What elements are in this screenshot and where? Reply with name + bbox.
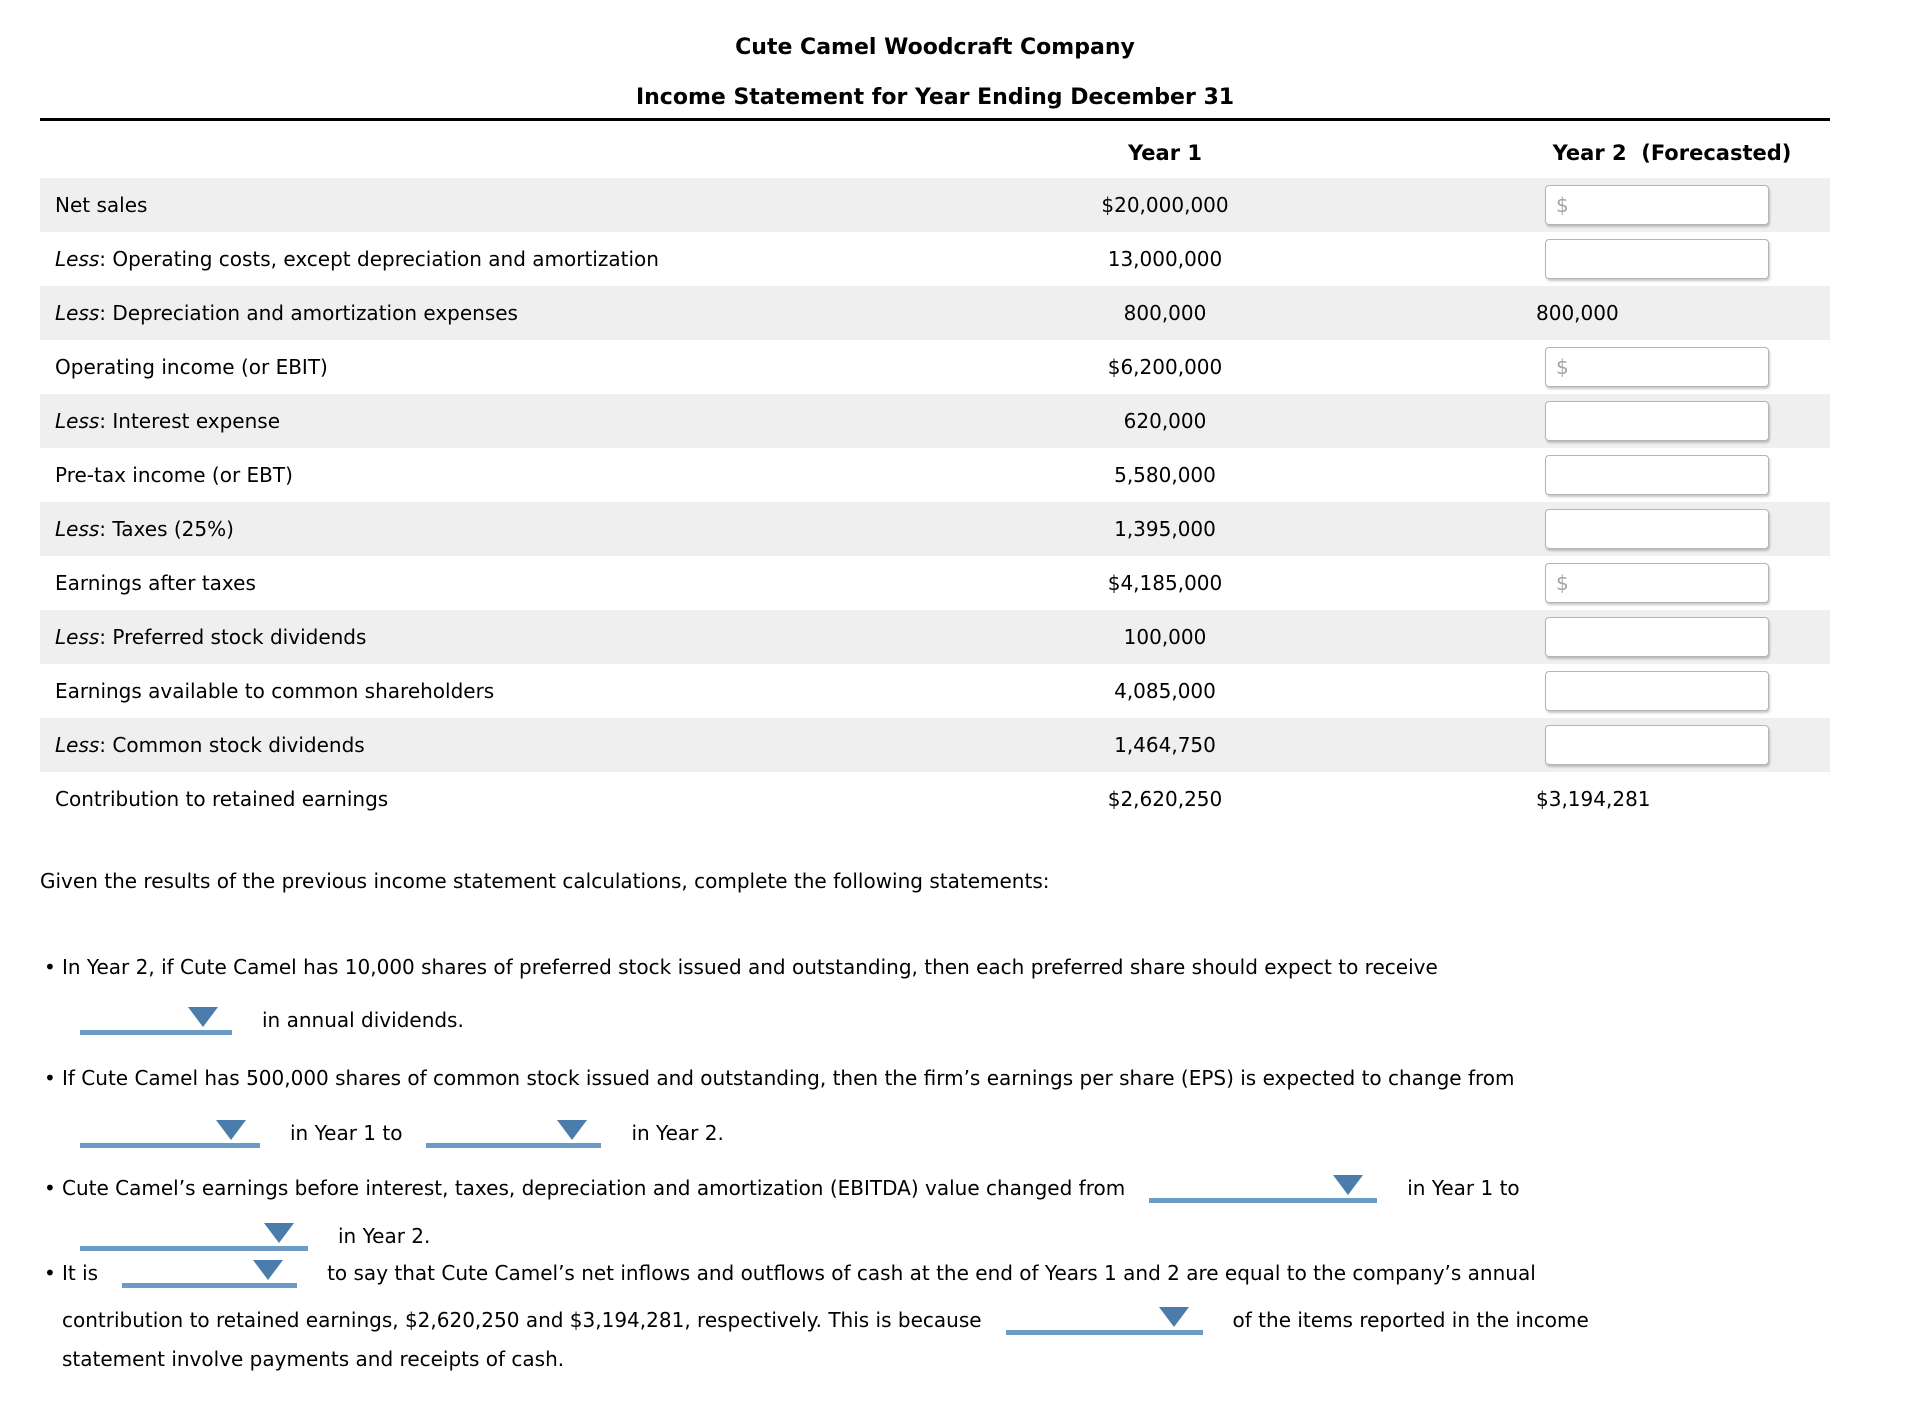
row-label: Pre-tax income (or EBT)	[55, 463, 293, 487]
row-label: Net sales	[55, 193, 148, 217]
instructions-text: Given the results of the previous income…	[40, 869, 1050, 893]
bullet1-line2: in annual dividends.	[80, 1000, 464, 1035]
row-label: Earnings available to common shareholder…	[55, 679, 495, 703]
row-label: Less: Common stock dividends	[55, 733, 365, 757]
table-row-taxes: Less: Taxes (25%) 1,395,000	[40, 502, 1830, 556]
dropdown-cash-correctness[interactable]	[122, 1253, 298, 1288]
row-label: Contribution to retained earnings	[55, 787, 389, 811]
year2-column-header: Year 2 (Forecasted)	[1552, 141, 1792, 165]
year2-value: 800,000	[1536, 301, 1619, 325]
bullet4-line3: statement involve payments and receipts …	[62, 1347, 565, 1371]
dropdown-preferred-dividends[interactable]	[80, 1000, 232, 1035]
table-row-pretax-income: Pre-tax income (or EBT) 5,580,000	[40, 448, 1830, 502]
table-row-depreciation: Less: Depreciation and amortization expe…	[40, 286, 1830, 340]
year1-column-header: Year 1	[1128, 141, 1202, 165]
year2-input-interest-expense[interactable]	[1545, 401, 1769, 441]
chevron-down-icon	[216, 1120, 246, 1140]
year2-input-preferred-dividends[interactable]	[1545, 617, 1769, 657]
dropdown-ebitda-year1[interactable]	[1149, 1168, 1378, 1203]
header-rule	[40, 118, 1830, 121]
table-row-earnings-after-taxes: Earnings after taxes $4,185,000	[40, 556, 1830, 610]
year2-input-taxes[interactable]	[1545, 509, 1769, 549]
table-row-preferred-dividends: Less: Preferred stock dividends 100,000	[40, 610, 1830, 664]
year1-value: $6,200,000	[1107, 355, 1223, 379]
year1-value: 5,580,000	[1114, 463, 1216, 487]
year1-value: 800,000	[1123, 301, 1207, 325]
year1-value: $2,620,250	[1107, 787, 1223, 811]
bullet3-line2: in Year 2.	[80, 1216, 430, 1251]
bullet1-line1: • In Year 2, if Cute Camel has 10,000 sha…	[44, 952, 1438, 982]
chevron-down-icon	[557, 1120, 588, 1140]
dropdown-cash-reason[interactable]	[1005, 1300, 1203, 1335]
year2-input-net-sales[interactable]	[1545, 185, 1769, 225]
year2-value: $3,194,281	[1536, 787, 1651, 811]
row-label: Less: Preferred stock dividends	[55, 625, 367, 649]
table-row-ebit: Operating income (or EBIT) $6,200,000	[40, 340, 1830, 394]
year2-input-pretax-income[interactable]	[1545, 455, 1769, 495]
year1-value: $4,185,000	[1107, 571, 1223, 595]
bullet2-line1: • If Cute Camel has 500,000 shares of com…	[44, 1063, 1515, 1093]
bullet-marker: •	[44, 955, 56, 979]
chevron-down-icon	[1333, 1175, 1364, 1195]
year2-input-earnings-after-taxes[interactable]	[1545, 563, 1769, 603]
year2-input-operating-costs[interactable]	[1545, 239, 1769, 279]
year1-value: 4,085,000	[1114, 679, 1216, 703]
table-row-retained-earnings: Contribution to retained earnings $2,620…	[40, 772, 1830, 826]
chevron-down-icon	[188, 1007, 218, 1027]
dropdown-ebitda-year2[interactable]	[80, 1216, 308, 1251]
year2-input-ebit[interactable]	[1545, 347, 1769, 387]
year1-value: 1,395,000	[1114, 517, 1216, 541]
year1-value: 100,000	[1123, 625, 1207, 649]
bullet-marker: •	[44, 1261, 56, 1285]
year1-value: 620,000	[1123, 409, 1207, 433]
table-row-interest-expense: Less: Interest expense 620,000	[40, 394, 1830, 448]
bullet-marker: •	[44, 1176, 56, 1200]
year2-input-common-dividends[interactable]	[1545, 725, 1769, 765]
table-row-operating-costs: Less: Operating costs, except depreciati…	[40, 232, 1830, 286]
bullet-marker: •	[44, 1066, 56, 1090]
year1-value: 1,464,750	[1114, 733, 1216, 757]
chevron-down-icon	[264, 1223, 294, 1243]
year2-input-earnings-common[interactable]	[1545, 671, 1769, 711]
row-label: Less: Depreciation and amortization expe…	[55, 301, 518, 325]
row-label: Less: Taxes (25%)	[55, 517, 234, 541]
bullet4-line1: • It is to say that Cute Camel’s net inflo…	[44, 1253, 1536, 1288]
bullet4-line2: contribution to retained earnings, $2,62…	[62, 1300, 1589, 1335]
dropdown-eps-year2[interactable]	[426, 1113, 602, 1148]
statement-title: Income Statement for Year Ending Decembe…	[635, 85, 1235, 110]
year1-value: 13,000,000	[1107, 247, 1223, 271]
table-row-net-sales: Net sales $20,000,000	[40, 178, 1830, 232]
row-label: Less: Operating costs, except depreciati…	[55, 247, 659, 271]
bullet3-line1: • Cute Camel’s earnings before interest, …	[44, 1168, 1520, 1203]
row-label: Less: Interest expense	[55, 409, 281, 433]
chevron-down-icon	[1158, 1307, 1189, 1327]
bullet2-line2: in Year 1 to in Year 2.	[80, 1113, 724, 1148]
year1-value: $20,000,000	[1101, 193, 1229, 217]
dropdown-eps-year1[interactable]	[80, 1113, 260, 1148]
company-name: Cute Camel Woodcraft Company	[735, 35, 1135, 60]
table-row-common-dividends: Less: Common stock dividends 1,464,750	[40, 718, 1830, 772]
row-label: Operating income (or EBIT)	[55, 355, 328, 379]
table-row-earnings-common: Earnings available to common shareholder…	[40, 664, 1830, 718]
row-label: Earnings after taxes	[55, 571, 256, 595]
chevron-down-icon	[253, 1260, 284, 1280]
